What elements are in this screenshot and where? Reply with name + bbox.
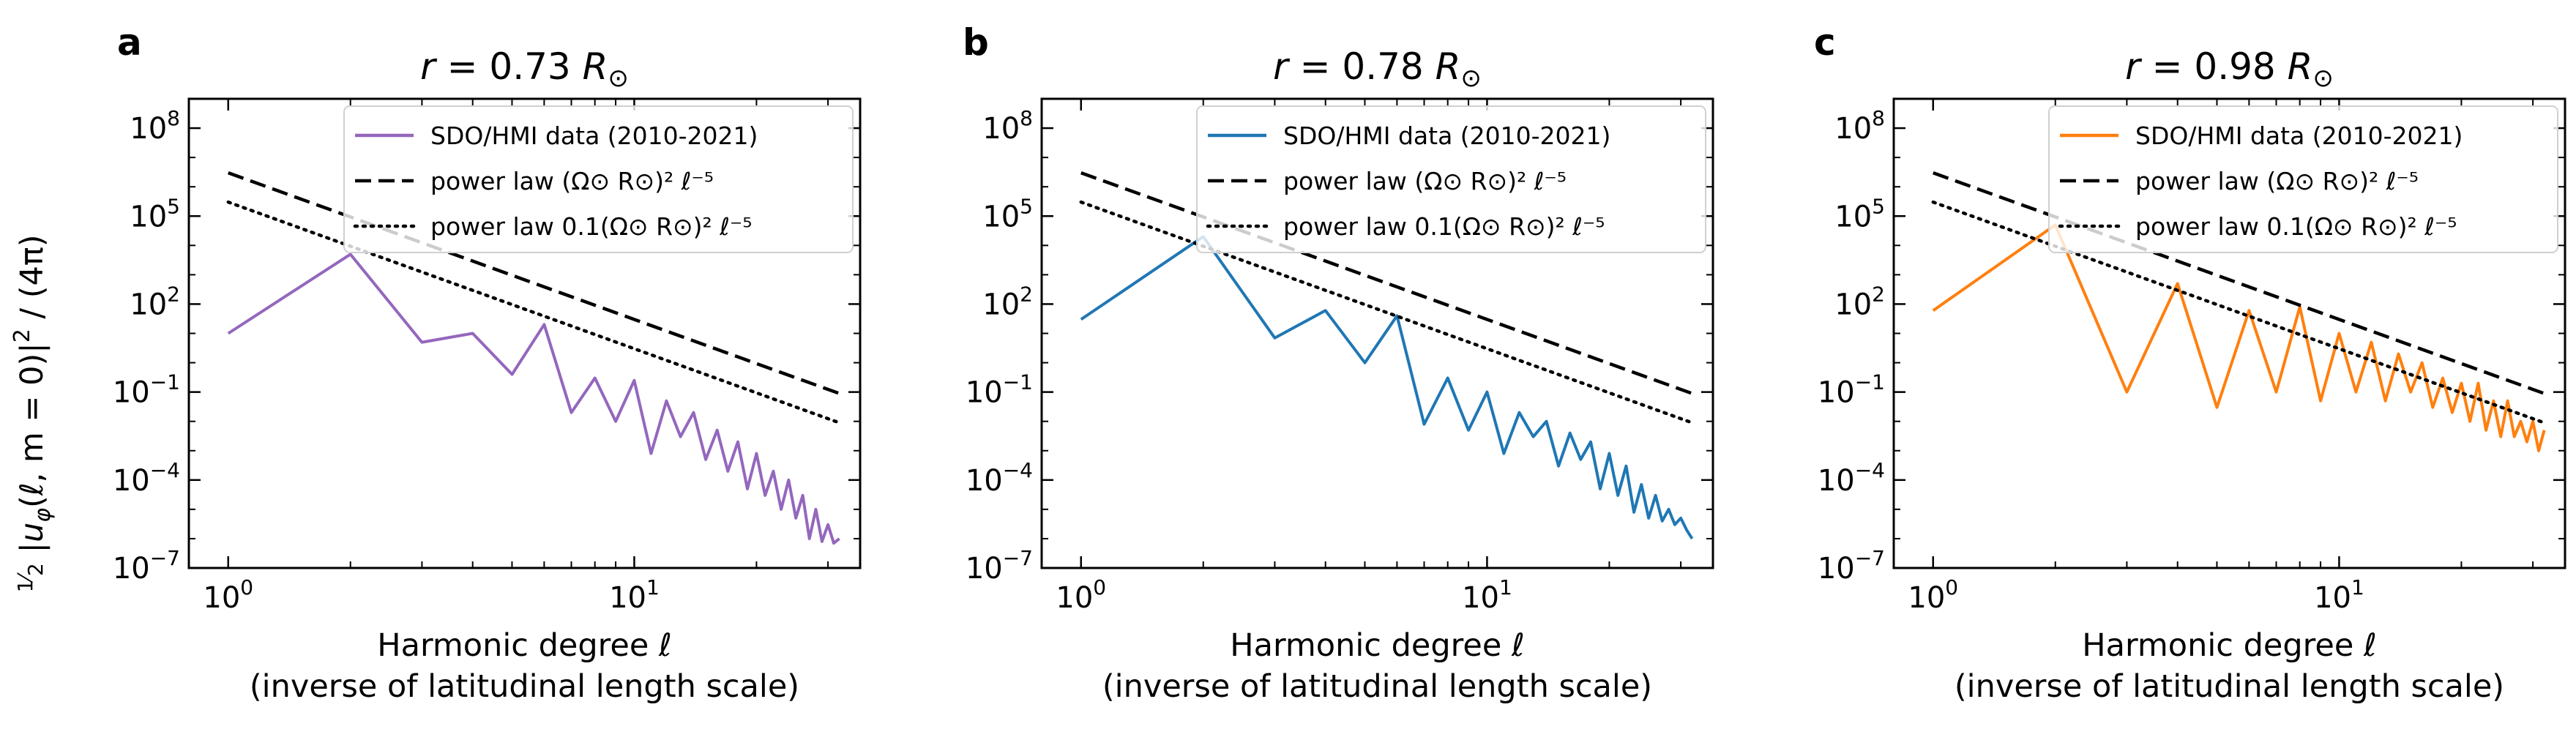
x-axis-label-line2: (inverse of latitudinal length scale): [1102, 668, 1652, 705]
panel-letter-c: c: [1814, 21, 1836, 64]
legend-entry-data-label: SDO/HMI data (2010-2021): [1283, 122, 1610, 150]
y-tick-label: 105: [130, 194, 180, 233]
legend: SDO/HMI data (2010-2021) power law (Ω⊙ R⊙…: [2048, 105, 2558, 253]
series-group: [226, 171, 841, 545]
power-law-line: [228, 171, 840, 395]
y-label-sup: 2: [10, 329, 35, 343]
panel-letter-a: a: [117, 21, 142, 64]
chart-panel-a: a r = 0.73 R⊙ 100 101 10−7 10−4 10−1 102 105 108 S…: [113, 21, 862, 705]
title-unit-sub: ⊙: [2312, 64, 2334, 93]
title-r: r: [1273, 45, 1291, 88]
y-label-frac-den: 2: [23, 563, 48, 576]
title-unit: R: [583, 45, 608, 88]
chart-panel-b: b r = 0.78 R⊙ 100 101 10−7 10−4 10−1 102 105 108 S…: [963, 21, 1714, 705]
power-law-scaled-line: [1931, 200, 2546, 425]
y-tick-label: 10−1: [113, 370, 180, 410]
legend: SDO/HMI data (2010-2021) power law (Ω⊙ R⊙…: [343, 105, 854, 253]
axes-frame: [1040, 97, 1714, 569]
title-unit: R: [1436, 45, 1461, 88]
x-axis-label-line2: (inverse of latitudinal length scale): [1955, 668, 2504, 705]
chart-title: r = 0.73 R⊙: [420, 45, 629, 93]
power-law-scaled-line: [1079, 200, 1694, 425]
legend-box: [2048, 105, 2558, 253]
x-tick-label: 101: [609, 575, 660, 615]
legend-entry-power-law-scaled-label: power law 0.1(Ω⊙ R⊙)² ℓ⁻⁵: [1283, 212, 1605, 241]
title-r: r: [2125, 45, 2143, 88]
y-label-frac-num: 1: [13, 580, 37, 593]
data-series-line: [227, 253, 840, 545]
legend-entry-power-law-scaled-label: power law 0.1(Ω⊙ R⊙)² ℓ⁻⁵: [2135, 212, 2457, 241]
y-tick-label: 10−7: [966, 546, 1033, 586]
x-axis-label: Harmonic degree ℓ: [377, 627, 671, 664]
power-law-scaled-line: [226, 200, 841, 425]
y-tick-label: 105: [1834, 194, 1885, 233]
title-value: = 0.98: [2140, 45, 2288, 88]
legend-entry-data-label: SDO/HMI data (2010-2021): [430, 122, 758, 150]
power-law-line: [1080, 171, 1693, 395]
data-series-line: [1932, 223, 2546, 452]
y-label-args: (ℓ, m = 0)|: [14, 343, 51, 508]
y-tick-label: 10−4: [113, 458, 180, 498]
power-law-line: [1933, 171, 2545, 395]
title-r: r: [420, 45, 438, 88]
y-tick-label: 102: [982, 282, 1033, 321]
series-group: [1079, 171, 1694, 539]
legend-entry-power-law-label: power law (Ω⊙ R⊙)² ℓ⁻⁵: [1283, 167, 1567, 195]
title-unit-sub: ⊙: [608, 64, 629, 93]
x-tick-label: 100: [1056, 575, 1106, 615]
title-value: = 0.78: [1288, 45, 1436, 88]
y-tick-label: 10−1: [966, 370, 1033, 410]
title-value: = 0.73: [436, 45, 583, 88]
x-axis-label: Harmonic degree ℓ: [1230, 627, 1524, 664]
y-tick-label: 10−4: [966, 458, 1033, 498]
x-axis-label: Harmonic degree ℓ: [2082, 627, 2376, 664]
legend-entry-data-label: SDO/HMI data (2010-2021): [2135, 122, 2463, 150]
x-axis-label-line2: (inverse of latitudinal length scale): [250, 668, 799, 705]
chart-title: r = 0.98 R⊙: [2125, 45, 2334, 93]
legend-entry-power-law-label: power law (Ω⊙ R⊙)² ℓ⁻⁵: [2135, 167, 2419, 195]
legend: SDO/HMI data (2010-2021) power law (Ω⊙ R⊙…: [1196, 105, 1706, 253]
y-tick-label: 10−1: [1818, 370, 1885, 410]
series-group: [1931, 171, 2546, 452]
data-series-line: [1080, 235, 1694, 539]
y-tick-label: 105: [982, 194, 1033, 233]
axes-frame: [187, 97, 862, 569]
legend-entry-power-law-label: power law (Ω⊙ R⊙)² ℓ⁻⁵: [430, 167, 714, 195]
y-tick-label: 108: [982, 106, 1033, 146]
chart-title: r = 0.78 R⊙: [1273, 45, 1482, 93]
x-tick-label: 101: [1462, 575, 1512, 615]
panel-letter-b: b: [963, 21, 989, 64]
legend-box: [1196, 105, 1706, 253]
x-tick-label: 100: [1908, 575, 1958, 615]
y-label-sub: φ: [30, 508, 56, 523]
x-tick-label: 100: [203, 575, 253, 615]
x-tick-label: 101: [2314, 575, 2364, 615]
title-unit: R: [2288, 45, 2313, 88]
y-label-main: |u: [14, 523, 51, 563]
axes-frame: [1892, 97, 2566, 569]
legend-box: [343, 105, 854, 253]
y-tick-label: 108: [1834, 106, 1885, 146]
y-tick-label: 10−7: [113, 546, 180, 586]
y-tick-label: 108: [130, 106, 180, 146]
y-tick-label: 10−4: [1818, 458, 1885, 498]
y-axis-label: 1⁄2 |uφ(ℓ, m = 0)|2 / (4π): [10, 234, 56, 592]
chart-panel-c: c r = 0.98 R⊙ 100 101 10−7 10−4 10−1 102 105 108 S…: [1814, 21, 2566, 705]
y-label-tail: / (4π): [14, 234, 51, 329]
y-tick-label: 102: [130, 282, 180, 321]
y-tick-label: 10−7: [1818, 546, 1885, 586]
y-tick-label: 102: [1834, 282, 1885, 321]
title-unit-sub: ⊙: [1460, 64, 1482, 93]
legend-entry-power-law-scaled-label: power law 0.1(Ω⊙ R⊙)² ℓ⁻⁵: [430, 212, 753, 241]
